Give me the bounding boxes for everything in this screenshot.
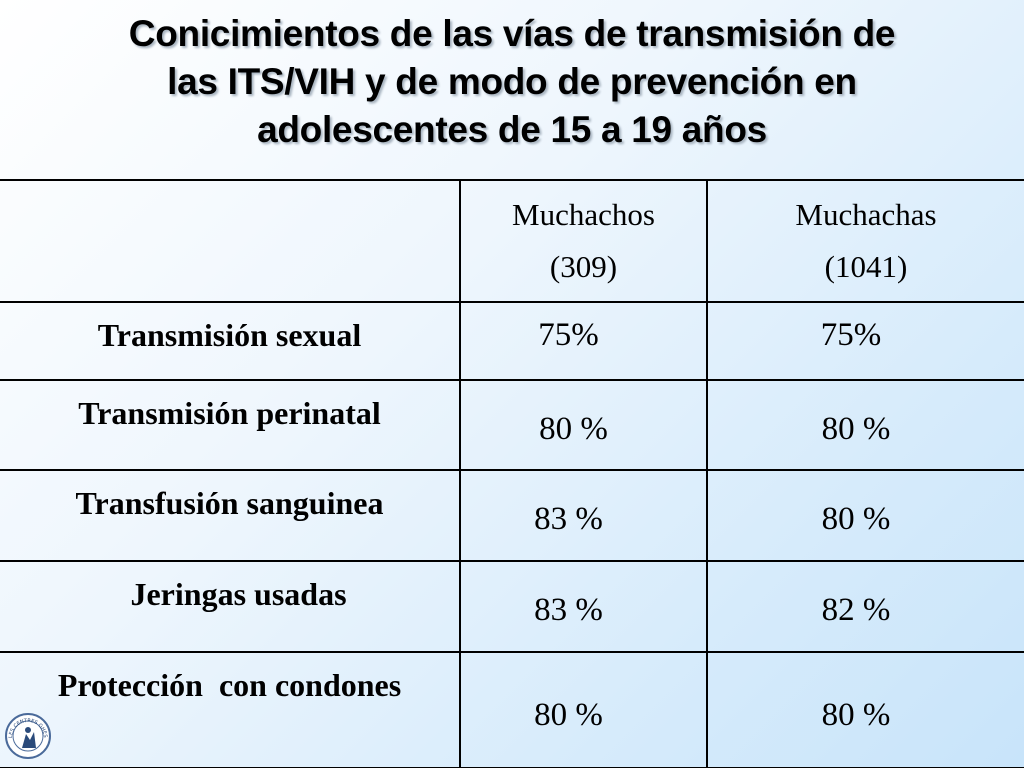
muchachos-value: 80 % <box>534 697 603 733</box>
slide-title-line: adolescentes de 15 a 19 años <box>257 109 767 150</box>
muchachas-value: 82 % <box>821 592 891 628</box>
empty-corner-cell <box>0 179 461 303</box>
slide-title-line: Conicimientos de las vías de transmisión… <box>128 13 896 54</box>
slide-title: Conicimientos de las vías de transmisión… <box>0 10 1024 154</box>
muchachos-value: 83 % <box>534 501 603 537</box>
muchachos-value-cell: 83 % <box>459 560 708 653</box>
row-label-cell: Jeringas usadas <box>0 560 461 653</box>
muchachas-value: 80 % <box>821 501 891 537</box>
muchachos-value: 83 % <box>534 592 603 628</box>
header-muchachas-count: (1041) <box>824 249 908 284</box>
muchachas-value-cell: 80 % <box>706 469 1024 562</box>
muchachos-value: 75% <box>538 317 599 353</box>
row-label: Transmisión sexual <box>97 317 362 353</box>
muchachas-value-cell: 82 % <box>706 560 1024 653</box>
muchachos-value-cell: 80 % <box>459 379 708 471</box>
muchachos-value-cell: 83 % <box>459 469 708 562</box>
muchachas-value-cell: 80 % <box>706 651 1024 768</box>
table-row: Transfusión sanguinea 83 % 80 % <box>0 469 1024 562</box>
row-label-cell: Protección con condones <box>0 651 461 768</box>
table-row: Protección con condones 80 % 80 % <box>0 651 1024 768</box>
table-row: Transmisión sexual 75% 75% <box>0 301 1024 381</box>
muchachas-value: 75% <box>820 317 882 353</box>
slide-title-line: las ITS/VIH y de modo de prevención en <box>167 61 857 102</box>
table-row: Transmisión perinatal 80 % 80 % <box>0 379 1024 471</box>
row-label-cell: Transmisión perinatal <box>0 379 461 471</box>
muchachas-value: 80 % <box>821 411 891 447</box>
row-label: Transmisión perinatal <box>78 395 381 431</box>
header-muchachas: Muchachas (1041) <box>706 179 1024 303</box>
muchachas-value-cell: 80 % <box>706 379 1024 471</box>
muchachas-value: 80 % <box>821 697 891 733</box>
muchachos-value-cell: 75% <box>459 301 708 381</box>
header-muchachos: Muchachos (309) <box>459 179 708 303</box>
knowledge-table: Muchachos (309) Muchachas (1041) Transmi… <box>0 179 1024 768</box>
row-label: Jeringas usadas <box>130 576 347 612</box>
header-muchachos-count: (309) <box>549 249 618 284</box>
table-row: Jeringas usadas 83 % 82 % <box>0 560 1024 653</box>
muchachos-value: 80 % <box>539 411 608 447</box>
row-label-cell: Transmisión sexual <box>0 301 461 381</box>
row-label-cell: Transfusión sanguinea <box>0 469 461 562</box>
table-header-row: Muchachos (309) Muchachas (1041) <box>0 179 1024 303</box>
header-muchachos-label: Muchachos <box>512 197 655 232</box>
row-label: Protección con condones <box>57 667 402 703</box>
header-muchachas-label: Muchachas <box>795 197 937 232</box>
muchachos-value-cell: 80 % <box>459 651 708 768</box>
organization-seal-icon: LES CENTRES GHESKIO <box>4 712 51 759</box>
row-label: Transfusión sanguinea <box>75 485 384 521</box>
muchachas-value-cell: 75% <box>706 301 1024 381</box>
